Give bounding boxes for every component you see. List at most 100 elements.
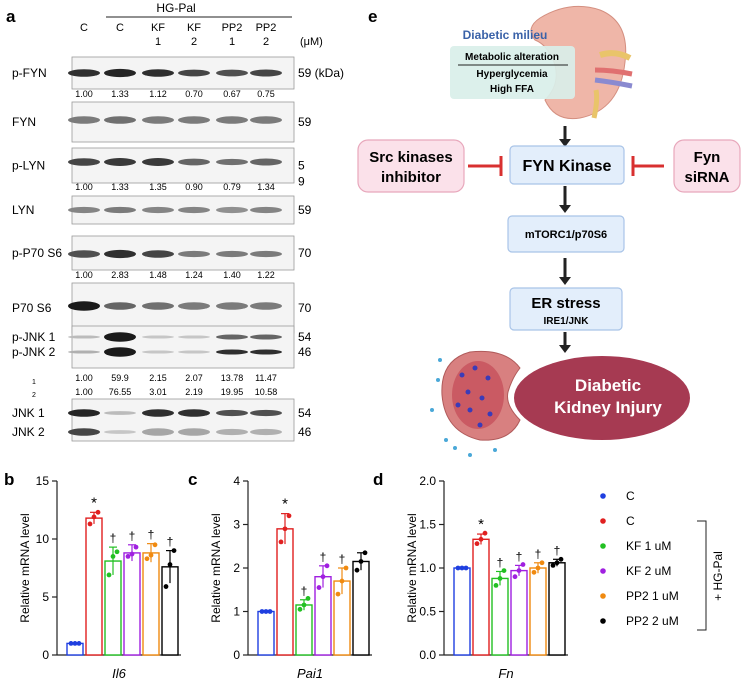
data-point bbox=[263, 609, 269, 614]
src-inhibitor-line2: inhibitor bbox=[381, 169, 441, 186]
blot-mw-1: 59 bbox=[298, 115, 312, 129]
blot-row-label-4: p-P70 S6 bbox=[12, 246, 62, 260]
blot-band bbox=[250, 206, 282, 214]
y-tick-label: 0.0 bbox=[419, 648, 436, 662]
injured-kidney-illustration bbox=[430, 350, 521, 457]
blot-frame-6 bbox=[71, 325, 295, 369]
quant-value: 1.35 bbox=[149, 182, 167, 192]
quant-value: 1.00 bbox=[75, 89, 93, 99]
data-point bbox=[95, 509, 101, 515]
y-tick-label: 0.5 bbox=[419, 605, 436, 619]
data-point bbox=[91, 514, 97, 520]
data-point bbox=[474, 541, 480, 547]
quant-index-2: 2 bbox=[32, 392, 36, 399]
data-point bbox=[335, 591, 341, 597]
significance-marker: * bbox=[91, 494, 97, 511]
quant-value: 1.22 bbox=[257, 270, 275, 280]
y-tick-label: 2.0 bbox=[419, 474, 436, 488]
significance-marker: † bbox=[339, 552, 346, 566]
milieu-box bbox=[450, 46, 575, 99]
data-point bbox=[110, 554, 116, 559]
pathway-schematic: Diabetic milieu Metabolic alteration Hyp… bbox=[357, 5, 741, 457]
data-point bbox=[339, 578, 345, 584]
blot-mw-6: 54 bbox=[298, 330, 312, 344]
blot-row-label-0: p-FYN bbox=[12, 66, 47, 80]
data-point bbox=[133, 544, 139, 550]
blot-band bbox=[68, 116, 100, 124]
injury-line1: Diabetic bbox=[575, 376, 641, 395]
y-axis-label: Relative mRNA level bbox=[209, 513, 223, 622]
legend-marker-4 bbox=[600, 593, 606, 599]
x-axis-label: Pai1 bbox=[297, 666, 323, 681]
quant-value: 3.01 bbox=[149, 387, 167, 397]
significance-marker: † bbox=[516, 549, 523, 563]
injury-line2: Kidney Injury bbox=[554, 398, 662, 417]
legend-bracket-label: + HG-Pal bbox=[711, 551, 725, 601]
data-point bbox=[278, 539, 284, 545]
data-point bbox=[493, 583, 499, 588]
bar bbox=[510, 569, 528, 656]
quant-value: 1.00 bbox=[75, 373, 93, 383]
y-tick-label: 1 bbox=[233, 605, 240, 619]
data-point bbox=[459, 565, 465, 571]
legend-label-0: C bbox=[626, 489, 635, 503]
blot-band bbox=[178, 250, 210, 258]
quant-value: 0.90 bbox=[185, 182, 203, 192]
blot-band bbox=[178, 69, 210, 77]
data-point bbox=[554, 560, 560, 566]
quant-value: 1.40 bbox=[223, 270, 241, 280]
blot-band bbox=[142, 206, 174, 214]
y-axis-label: Relative mRNA level bbox=[18, 513, 32, 622]
lane-sub-label-2: 1 bbox=[155, 36, 161, 48]
data-point bbox=[167, 562, 173, 567]
blot-band bbox=[178, 116, 210, 124]
blot-mw2-6: 46 bbox=[298, 345, 312, 359]
blot-row-label-1: FYN bbox=[12, 115, 36, 129]
lane-sub-label-4: 1 bbox=[229, 36, 235, 48]
lane-label-3: KF bbox=[187, 22, 201, 34]
quant-value: 2.07 bbox=[185, 373, 203, 383]
blot-band bbox=[250, 250, 282, 258]
blot-band bbox=[216, 349, 248, 355]
panel-label-c: c bbox=[188, 470, 197, 489]
blot-row-label-2: p-LYN bbox=[12, 159, 45, 173]
data-point bbox=[68, 641, 74, 646]
blot-band bbox=[68, 350, 100, 354]
src-inhibitor-line1: Src kinases bbox=[369, 149, 452, 166]
y-tick-label: 10 bbox=[36, 532, 50, 546]
quant-value: 19.95 bbox=[221, 387, 244, 397]
quant-index-1: 1 bbox=[32, 379, 36, 386]
quant-value: 1.00 bbox=[75, 387, 93, 397]
y-tick-label: 2 bbox=[233, 561, 240, 575]
blot-band bbox=[178, 428, 210, 436]
blot-row-label-6: p-JNK 1 bbox=[12, 330, 56, 344]
milieu-item-2: Hyperglycemia bbox=[476, 69, 548, 80]
y-tick-label: 15 bbox=[36, 474, 50, 488]
data-point bbox=[501, 568, 507, 574]
data-point bbox=[354, 567, 360, 573]
blot-band bbox=[216, 206, 248, 214]
bar-charts: 0 5 10 15 Relative mRNA level Il6 * † † † † 0 1 2 3 4 Re… bbox=[18, 474, 568, 681]
injury-ellipse bbox=[514, 356, 690, 440]
quant-value: 2.19 bbox=[185, 387, 203, 397]
blot-band bbox=[178, 206, 210, 214]
milieu-item-3: High FFA bbox=[490, 84, 534, 95]
blot-band bbox=[68, 428, 100, 436]
data-point bbox=[163, 584, 169, 589]
significance-marker: † bbox=[129, 529, 136, 543]
data-point bbox=[125, 554, 131, 559]
quant-value: 1.34 bbox=[257, 182, 275, 192]
src-inhibitor-box bbox=[357, 139, 465, 193]
er-stress-label: ER stress bbox=[531, 295, 600, 312]
blot-band bbox=[104, 158, 136, 166]
panel-label-e: e bbox=[368, 7, 377, 26]
blot-band bbox=[68, 69, 100, 77]
blot-band bbox=[250, 428, 282, 436]
blot-band bbox=[178, 302, 210, 310]
data-point bbox=[144, 556, 150, 562]
legend-bracket bbox=[697, 520, 707, 631]
quant-value: 1.00 bbox=[75, 182, 93, 192]
blot-band bbox=[104, 116, 136, 124]
blot-band bbox=[178, 158, 210, 166]
